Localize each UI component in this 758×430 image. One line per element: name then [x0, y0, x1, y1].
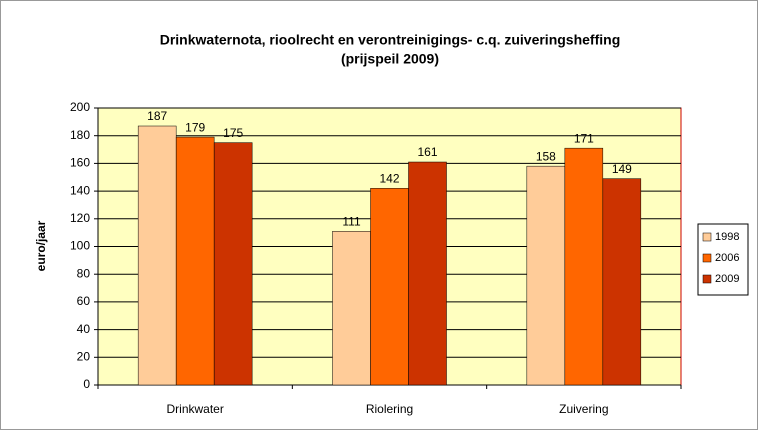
legend-label: 2006	[715, 252, 739, 264]
y-tick-label: 100	[70, 239, 90, 253]
legend-swatch	[702, 232, 712, 242]
bar	[526, 165, 566, 386]
data-label: 179	[185, 120, 205, 134]
y-tick-label: 20	[77, 349, 91, 363]
y-tick-label: 0	[83, 377, 90, 391]
y-tick-label: 60	[77, 294, 91, 308]
bar	[564, 147, 604, 386]
chart-title: Drinkwaternota, rioolrecht en verontrein…	[160, 32, 621, 48]
bar	[175, 136, 215, 386]
legend-label: 1998	[715, 231, 739, 243]
data-label: 149	[612, 162, 632, 176]
y-tick-label: 120	[70, 211, 90, 225]
bar	[370, 188, 409, 386]
y-tick-label: 200	[70, 100, 90, 114]
y-tick-label: 80	[77, 266, 91, 280]
legend-swatch	[702, 253, 712, 263]
x-tick-label: Zuivering	[559, 402, 608, 416]
legend-label: 2009	[715, 273, 739, 285]
x-tick-label: Drinkwater	[166, 402, 223, 416]
data-label: 171	[574, 131, 594, 145]
data-label: 111	[342, 214, 361, 228]
bar	[408, 161, 447, 386]
bar	[213, 142, 253, 386]
data-label: 161	[417, 145, 437, 159]
bar	[137, 125, 177, 386]
legend-swatch	[702, 274, 712, 284]
data-label: 175	[223, 126, 243, 140]
y-tick-label: 160	[70, 156, 90, 170]
y-axis-label: euro/jaar	[34, 220, 48, 271]
data-label: 187	[147, 109, 167, 123]
data-label: 158	[536, 149, 556, 163]
y-tick-label: 180	[70, 128, 90, 142]
y-tick-label: 140	[70, 183, 90, 197]
chart-subtitle: (prijspeil 2009)	[341, 51, 439, 67]
y-tick-label: 40	[77, 322, 91, 336]
x-tick-label: Riolering	[366, 402, 413, 416]
data-label: 142	[379, 172, 399, 186]
bar	[332, 231, 371, 386]
bar	[602, 178, 642, 386]
